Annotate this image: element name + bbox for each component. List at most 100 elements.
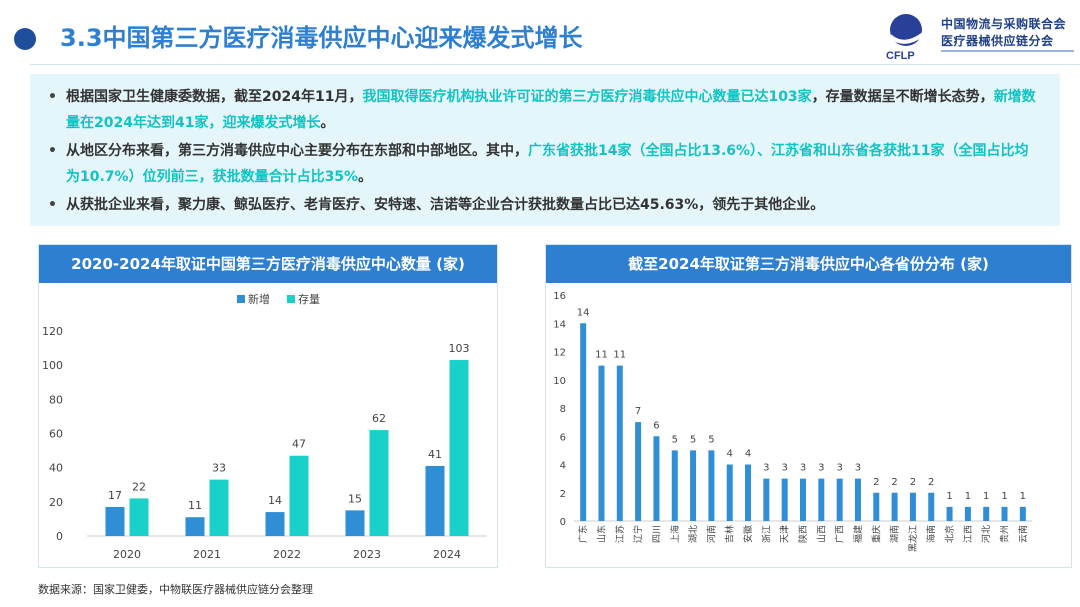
y-tick-label: 10: [553, 376, 566, 387]
data-label: 41: [428, 448, 442, 461]
x-tick-label: 2020: [113, 548, 141, 561]
x-tick-label: 陕西: [797, 525, 809, 543]
data-label: 2: [910, 477, 916, 488]
y-tick-label: 20: [49, 496, 63, 509]
yearly-chart-title: 2020-2024年取证中国第三方医疗消毒供应中心数量 (家): [39, 245, 497, 283]
bar: [763, 478, 770, 521]
bar: [873, 492, 880, 521]
cflp-logo: CFLP 中国物流与采购联合会 医疗器械供应链分会: [884, 10, 1074, 62]
data-label: 1: [1020, 491, 1026, 502]
bar: [345, 510, 365, 536]
bar: [598, 365, 605, 521]
bar: [1001, 506, 1008, 521]
y-tick-label: 2: [560, 489, 566, 500]
data-label: 3: [818, 463, 824, 474]
cflp-logo-icon: CFLP: [886, 14, 930, 62]
y-tick-label: 6: [560, 432, 566, 443]
bar: [818, 478, 825, 521]
x-tick-label: 黑龙江: [907, 525, 919, 552]
bar: [209, 479, 229, 536]
x-tick-label: 四川: [652, 525, 662, 543]
bar: [635, 422, 642, 521]
bar: [289, 455, 309, 536]
y-tick-label: 60: [49, 428, 63, 441]
x-tick-label: 山东: [595, 525, 607, 543]
summary-bullet-3: 从获批企业来看，聚力康、鲸弘医疗、老肯医疗、安特速、洁诺等企业合计获批数量占比已…: [44, 192, 1042, 218]
data-label: 3: [800, 463, 806, 474]
yearly-count-chart: 0 20 40 60 80 100 120 新增 存量 17 22 2020 11 33 2021 14 47 2…: [42, 292, 487, 561]
y-tick-label: 0: [560, 517, 566, 528]
data-label: 11: [613, 350, 626, 361]
province-panel: 截至2024年取证第三方消毒供应中心各省份分布 (家) 0 2 4 6 8 10 12 14 1…: [545, 244, 1072, 568]
bar: [800, 478, 806, 521]
bar: [369, 430, 389, 536]
bar: [891, 492, 898, 521]
x-tick-label: 福建: [852, 525, 864, 543]
data-label: 2: [873, 477, 879, 488]
logo-branch-name: 医疗器械供应链分会: [941, 34, 1054, 48]
bullet-2-highlight: 广东省获批14家（全国占比13.6%）、江苏省和山东省各获批11家（全国占比均为…: [66, 143, 1029, 185]
y-tick-label: 100: [42, 359, 63, 372]
data-label: 14: [577, 307, 590, 318]
data-label: 11: [595, 350, 608, 361]
bar: [105, 506, 125, 536]
bar: [708, 450, 715, 521]
data-label: 7: [635, 406, 641, 417]
data-label: 4: [745, 449, 751, 460]
x-tick-label: 海南: [925, 525, 937, 543]
y-tick-label: 80: [49, 393, 63, 406]
data-label: 5: [690, 434, 696, 445]
y-tick-label: 14: [553, 319, 566, 330]
bullet-3-text: 从获批企业来看，聚力康、鲸弘医疗、老肯医疗、安特速、洁诺等企业合计获批数量占比已…: [66, 197, 825, 213]
bar: [265, 512, 285, 536]
data-label: 1: [946, 491, 952, 502]
data-label: 3: [763, 463, 769, 474]
bar: [690, 450, 697, 521]
bar: [928, 492, 935, 521]
bar: [726, 464, 733, 521]
x-tick-label: 河北: [980, 525, 992, 543]
data-label: 3: [855, 463, 861, 474]
x-tick-label: 广东: [577, 525, 589, 543]
x-tick-label: 2022: [273, 548, 301, 561]
data-label: 103: [449, 342, 470, 355]
bar: [1019, 506, 1026, 521]
y-tick-label: 8: [560, 404, 566, 415]
x-tick-label: 2023: [353, 548, 381, 561]
data-label: 33: [212, 462, 226, 475]
x-tick-label: 辽宁: [632, 525, 644, 543]
x-tick-label: 上海: [669, 525, 681, 543]
bar: [185, 517, 205, 536]
data-label: 47: [292, 438, 306, 451]
x-tick-label: 云南: [1017, 525, 1029, 543]
bar: [745, 464, 752, 521]
x-tick-label: 贵州: [999, 525, 1011, 543]
bullet-2-text-b: 。: [358, 169, 373, 185]
bullet-1-highlight-b: 新增数量在2024年达到41家，迎来爆发式增长: [66, 89, 1036, 131]
province-chart-title: 截至2024年取证第三方消毒供应中心各省份分布 (家): [546, 245, 1071, 283]
bar: [580, 323, 587, 521]
x-tick-label: 山西: [816, 525, 827, 543]
bar: [425, 465, 445, 536]
yearly-count-panel: 2020-2024年取证中国第三方医疗消毒供应中心数量 (家) 0 20 40 60 8…: [38, 244, 498, 568]
data-label: 3: [836, 463, 842, 474]
bar: [671, 450, 678, 521]
data-source-note: 数据来源：国家卫健委，中物联医疗器械供应链分会整理: [38, 583, 313, 596]
x-tick-label: 江西: [963, 525, 974, 543]
data-label: 5: [672, 434, 678, 445]
bar: [946, 506, 953, 521]
legend-swatch: [287, 295, 295, 303]
summary-bullet-2: 从地区分布来看，第三方消毒供应中心主要分布在东部和中部地区。其中，广东省获批14…: [44, 138, 1042, 190]
bar: [854, 478, 861, 521]
y-tick-label: 12: [553, 348, 566, 359]
y-tick-label: 4: [560, 461, 566, 472]
bar: [781, 478, 788, 521]
x-tick-label: 安徽: [742, 525, 754, 543]
x-tick-label: 河南: [705, 525, 717, 543]
bar: [964, 506, 971, 521]
y-tick-label: 0: [56, 530, 63, 543]
bar: [129, 498, 149, 536]
bar: [836, 478, 843, 521]
logo-underline: [941, 50, 1074, 52]
data-label: 5: [708, 434, 714, 445]
